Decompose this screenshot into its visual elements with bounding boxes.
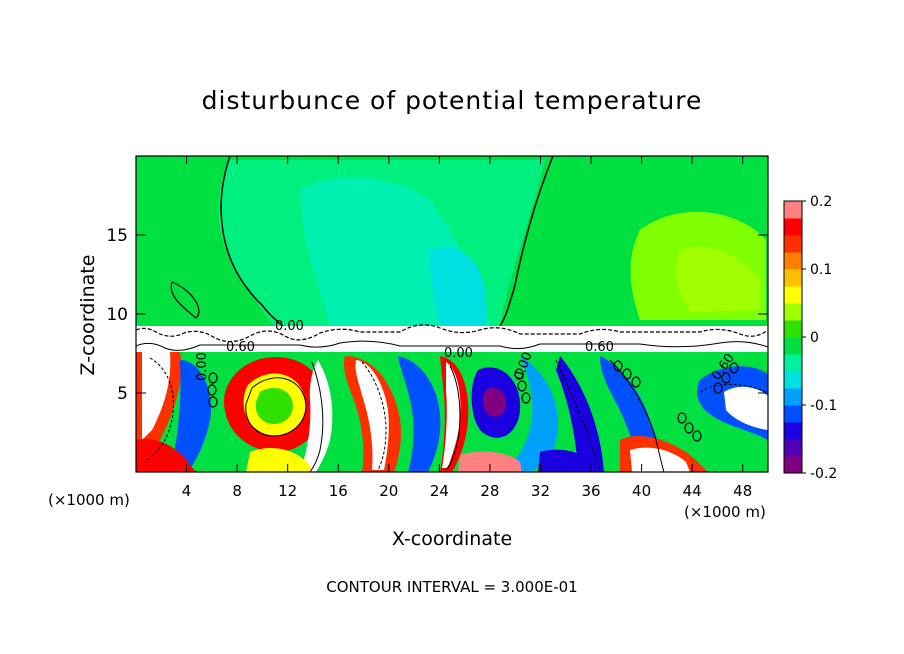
- lower-warm-eddy-1-core: [255, 387, 293, 424]
- colorbar-segment-12: [784, 252, 802, 270]
- colorbar-label-2: 0: [810, 330, 819, 346]
- lower-warm-left-core: [142, 352, 171, 440]
- interface-band: [136, 326, 768, 352]
- y-axis-label: Z-coordinate: [77, 254, 99, 376]
- x-tick-label-3: 16: [329, 482, 348, 500]
- colorbar-label-0: 0.2: [810, 194, 832, 210]
- lower-white-plume-4: [442, 362, 461, 468]
- x-unit-label-right: (×1000 m): [684, 503, 766, 521]
- colorbar-segment-14: [784, 218, 802, 236]
- upper-contour-left: [220, 156, 284, 327]
- colorbar-segment-11: [784, 269, 802, 287]
- colorbar-segment-3: [784, 405, 802, 423]
- x-tick-label-10: 44: [683, 482, 702, 500]
- colorbar-label-1: 0.1: [810, 262, 832, 278]
- y-tick-label-1: 10: [106, 305, 128, 325]
- y-tick-label-0: 5: [117, 384, 128, 404]
- upper-warmer-region: [675, 246, 760, 312]
- lower-contour-5: [445, 365, 461, 471]
- colorbar-segment-13: [784, 235, 802, 253]
- colorbar-segment-5: [784, 371, 802, 389]
- x-tick-label-1: 8: [232, 482, 242, 500]
- colorbar-segment-6: [784, 354, 802, 372]
- colorbar-label-4: -0.2: [810, 466, 837, 482]
- lower-cool-plume-3: [398, 356, 441, 472]
- lower-white-plume-2: [355, 360, 389, 470]
- y-axis: 5 10 15: [106, 226, 768, 404]
- colorbar-segment-4: [784, 388, 802, 406]
- colorbar-segment-1: [784, 439, 802, 457]
- chart-title: disturbunce of potential temperature: [201, 86, 703, 115]
- colorbar-segment-15: [784, 201, 802, 219]
- contour-label-0: 0.00: [275, 319, 304, 334]
- lower-cool-left: [170, 360, 211, 472]
- x-axis-label: X-coordinate: [391, 528, 513, 550]
- x-unit-label-left: (×1000 m): [48, 491, 130, 509]
- interface-contour-lower: [136, 340, 768, 351]
- contour-interval-note: CONTOUR INTERVAL = 3.000E-01: [326, 578, 578, 596]
- upper-contour-right: [499, 156, 554, 327]
- lower-contour-8: [699, 383, 767, 393]
- x-tick-label-0: 4: [182, 482, 192, 500]
- colorbar-segment-10: [784, 286, 802, 304]
- lower-deep-cool-bottom: [538, 449, 592, 472]
- y-tick-label-2: 15: [106, 226, 128, 246]
- contour-label-2: 0.00: [444, 346, 473, 361]
- colorbar: 0.2 0.1 0 -0.1 -0.2: [783, 194, 837, 482]
- lower-contour-3: [309, 361, 324, 472]
- x-tick-label-7: 32: [531, 482, 550, 500]
- upper-contour-small: [170, 281, 200, 319]
- colorbar-segment-0: [784, 456, 802, 474]
- colorbar-segment-9: [784, 303, 802, 321]
- colorbar-label-3: -0.1: [810, 398, 837, 414]
- lower-pink-bottom: [458, 451, 522, 472]
- x-tick-label-4: 20: [379, 482, 398, 500]
- lower-cool-plume-6: [505, 356, 559, 472]
- x-tick-label-6: 28: [480, 482, 499, 500]
- x-tick-label-8: 36: [581, 482, 600, 500]
- colorbar-segment-7: [784, 337, 802, 355]
- x-tick-label-9: 40: [632, 482, 651, 500]
- contour-label-rings: [207, 360, 739, 442]
- lower-cool-eddy-5-core: [483, 387, 507, 417]
- lower-cool-plume-7: [556, 356, 604, 472]
- lower-yellow-bottom: [246, 447, 312, 472]
- lower-contour-7: [609, 359, 665, 472]
- lower-contour-1: [144, 357, 174, 463]
- lower-contour-6: [555, 359, 601, 472]
- x-axis: 4 8 12 16 20 24 28 32 36 40 44 48: [182, 156, 752, 500]
- contour-label-3: 0.60: [585, 340, 614, 355]
- interface-contour-upper: [136, 324, 768, 343]
- lower-white-right: [724, 386, 768, 430]
- colorbar-segment-2: [784, 422, 802, 440]
- contour-label-4: 0.00: [195, 352, 210, 381]
- upper-coolest-region: [429, 247, 487, 326]
- lower-white-bottom-1: [630, 447, 690, 472]
- lower-contour-2: [245, 377, 307, 437]
- potential-temperature-field: [136, 156, 768, 472]
- colorbar-segment-8: [784, 320, 802, 338]
- x-tick-label-5: 24: [430, 482, 449, 500]
- lower-white-plume-1: [300, 360, 333, 472]
- lower-warm-bottom-left: [136, 439, 196, 472]
- x-tick-label-11: 48: [733, 482, 752, 500]
- contour-label-1: 0.60: [226, 340, 255, 355]
- x-tick-label-2: 12: [278, 482, 297, 500]
